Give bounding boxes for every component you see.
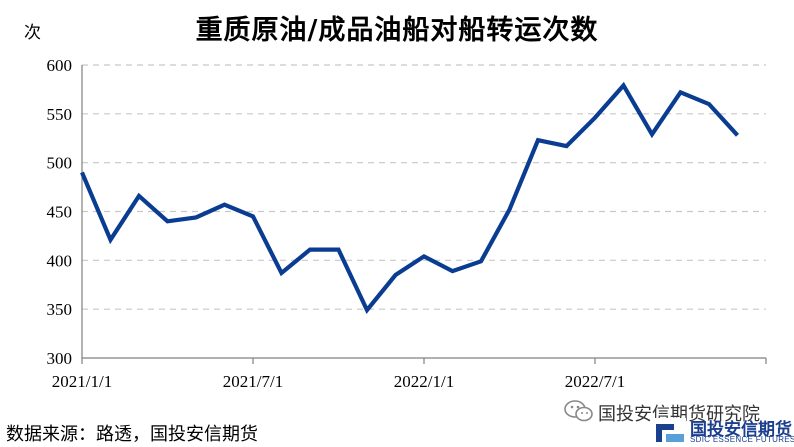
axes bbox=[81, 65, 767, 364]
chart-title: 重质原油/成品油船对船转运次数 bbox=[195, 15, 599, 46]
watermark-logo-cn: 国投安信期货 bbox=[690, 420, 792, 440]
y-tick-label: 400 bbox=[47, 251, 73, 270]
y-tick-label: 500 bbox=[47, 154, 73, 173]
sdic-logo-icon bbox=[654, 418, 686, 444]
gridlines bbox=[82, 64, 766, 310]
x-tick-label: 2021/7/1 bbox=[223, 372, 283, 391]
watermark-account-name: 国投安信期货研究院 bbox=[598, 404, 760, 425]
series-layer bbox=[80, 81, 740, 315]
y-tick-labels: 300 350 400 450 500 550 600 bbox=[47, 56, 73, 368]
watermark: 国投安信期货研究院 国投安信期货 SDIC ESSENCE FUTURES bbox=[562, 398, 794, 447]
watermark-logo-en: SDIC ESSENCE FUTURES bbox=[690, 435, 794, 444]
y-tick-label: 300 bbox=[47, 349, 73, 368]
x-tick-label: 2022/7/1 bbox=[565, 372, 625, 391]
y-tick-label: 550 bbox=[47, 105, 73, 124]
x-tick-label: 2021/1/1 bbox=[52, 372, 112, 391]
x-tick-labels: 2021/1/1 2021/7/1 2022/1/1 2022/7/1 bbox=[52, 372, 625, 391]
y-tick-label: 600 bbox=[47, 56, 73, 75]
series-line bbox=[80, 81, 740, 315]
x-tick-label: 2022/1/1 bbox=[394, 372, 454, 391]
wechat-icon bbox=[564, 400, 593, 422]
source-note: 数据来源：路透，国投安信期货 bbox=[6, 424, 258, 445]
y-tick-label: 450 bbox=[47, 203, 73, 222]
y-tick-label: 350 bbox=[47, 300, 73, 319]
y-axis-unit-label: 次 bbox=[24, 23, 41, 43]
